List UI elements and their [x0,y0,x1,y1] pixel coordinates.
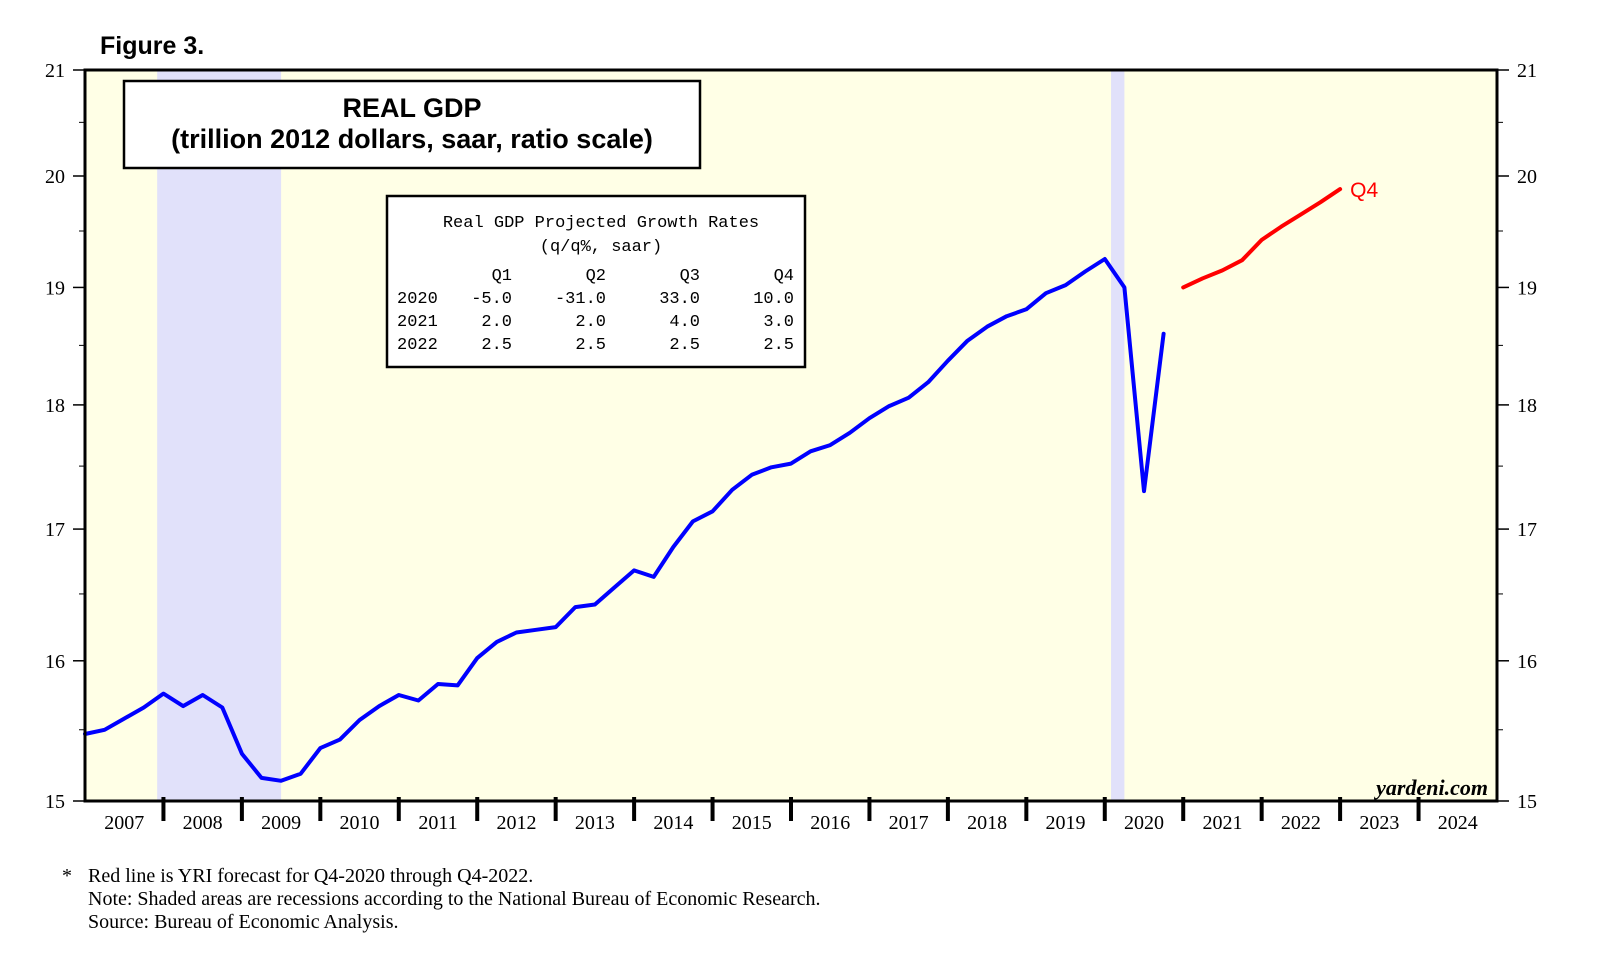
x-tick-label: 2024 [1438,812,1478,834]
y-tick-label: 21 [1517,60,1537,82]
table-col-header: Q1 [492,267,512,286]
x-tick-label: 2007 [104,812,144,834]
x-tick-label: 2010 [340,812,380,834]
figure-label: Figure 3. [100,32,204,60]
series-lines [83,187,1343,783]
y-tick-label: 21 [45,60,65,82]
left-y-axis: 15 16 17 18 19 20 21 [45,60,85,813]
footnote-star: * [62,865,72,887]
table-col-header: Q2 [586,267,606,286]
x-tick-label: 2016 [810,812,850,834]
forecast-end-label: Q4 [1350,179,1378,202]
y-tick-label: 18 [1517,395,1537,417]
table-title: Real GDP Projected Growth Rates [443,214,759,233]
footnote-line-3: Source: Bureau of Economic Analysis. [88,911,399,933]
y-tick-label: 17 [45,519,65,541]
table-cell: 2.0 [481,313,512,332]
x-tick-label: 2018 [967,812,1007,834]
actual-gdp-line [83,257,1166,783]
growth-table: Real GDP Projected Growth Rates (q/q%, s… [385,194,807,369]
x-tick-label: 2014 [653,812,693,834]
table-row-year: 2020 [397,290,438,309]
y-tick-label: 16 [1517,651,1537,673]
plot-area [85,70,1497,801]
y-tick-label: 18 [45,395,65,417]
x-tick-label: 2013 [575,812,615,834]
x-tick-label: 2022 [1281,812,1321,834]
table-cell: 3.0 [763,313,794,332]
title-box: REAL GDP (trillion 2012 dollars, saar, r… [122,79,702,170]
table-cell: 2.0 [575,313,606,332]
footnote-line-1: Red line is YRI forecast for Q4-2020 thr… [88,865,534,887]
x-tick-label: 2011 [418,812,457,834]
table-col-header: Q4 [774,267,794,286]
table-cell: 4.0 [669,313,700,332]
x-tick-label: 2009 [261,812,301,834]
right-y-axis: 15 16 17 18 19 20 21 [1497,60,1537,813]
y-tick-label: 15 [1517,791,1537,813]
table-cell: -5.0 [471,290,512,309]
x-tick-label: 2023 [1359,812,1399,834]
table-cell: 33.0 [659,290,700,309]
y-tick-label: 19 [45,277,65,299]
y-tick-label: 16 [45,651,65,673]
x-axis: 2007 2008 2009 2010 2011 2012 2013 2014 2015 2016… [104,797,1478,834]
recession-band [1111,70,1125,801]
x-tick-label: 2021 [1202,812,1242,834]
x-tick-label: 2017 [889,812,929,834]
chart-title: REAL GDP [342,93,481,123]
y-tick-label: 20 [45,166,65,188]
table-col-header: Q3 [680,267,700,286]
recession-band [157,70,282,801]
x-tick-label: 2008 [183,812,223,834]
x-tick-label: 2019 [1046,812,1086,834]
table-cell: 2.5 [763,336,794,355]
table-cell: 2.5 [669,336,700,355]
footnote-line-2: Note: Shaded areas are recessions accord… [88,888,821,910]
table-cell: 2.5 [575,336,606,355]
watermark: yardeni.com [1373,775,1488,800]
table-cell: 2.5 [481,336,512,355]
recession-shading [157,70,1125,801]
y-tick-label: 20 [1517,166,1537,188]
chart-subtitle: (trillion 2012 dollars, saar, ratio scal… [171,124,653,154]
x-tick-label: 2015 [732,812,772,834]
y-tick-label: 15 [45,791,65,813]
y-tick-label: 17 [1517,519,1537,541]
table-cell: -31.0 [555,290,606,309]
table-cell: 10.0 [753,290,794,309]
table-row-year: 2021 [397,313,438,332]
y-tick-label: 19 [1517,277,1537,299]
x-tick-label: 2012 [496,812,536,834]
table-row-year: 2022 [397,336,438,355]
x-tick-label: 2020 [1124,812,1164,834]
forecast-gdp-line [1181,187,1343,290]
table-subtitle: (q/q%, saar) [540,238,662,257]
